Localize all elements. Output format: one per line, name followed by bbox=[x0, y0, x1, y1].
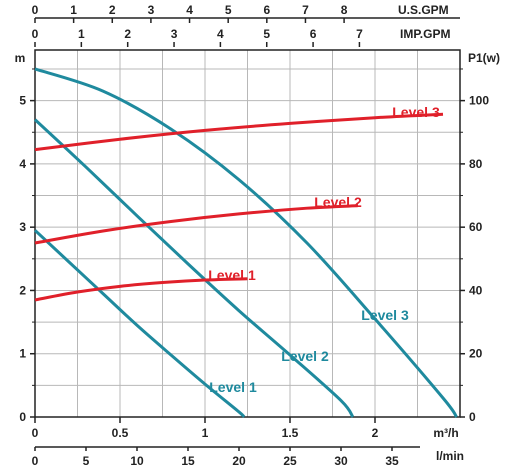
power-curve-label-level-3: Level 3 bbox=[392, 104, 440, 120]
impgpm-tick-label: 1 bbox=[78, 27, 85, 41]
lmin-tick-label: 0 bbox=[32, 454, 39, 468]
head-tick-label: 0 bbox=[19, 410, 26, 424]
power-tick-label: 80 bbox=[469, 157, 483, 171]
power-tick-label: 100 bbox=[469, 94, 489, 108]
head-curve-level-3 bbox=[34, 67, 458, 418]
power-tick-label: 40 bbox=[469, 283, 483, 297]
power-curve-level-3 bbox=[34, 112, 444, 152]
head-axis-unit: m bbox=[15, 51, 26, 65]
impgpm-tick-label: 3 bbox=[171, 27, 178, 41]
head-tick-label: 1 bbox=[19, 347, 26, 361]
plot-frame bbox=[34, 49, 461, 418]
head-tick-label: 5 bbox=[19, 94, 26, 108]
head-curve-level-2 bbox=[33, 118, 355, 418]
lmin-tick-label: 35 bbox=[385, 454, 399, 468]
m3h-tick-label: 1.5 bbox=[282, 426, 299, 440]
m3h-tick-label: 2 bbox=[372, 426, 379, 440]
lmin-tick-label: 30 bbox=[334, 454, 348, 468]
head-tick-label: 2 bbox=[19, 283, 26, 297]
usgpm-tick-label: 3 bbox=[148, 3, 155, 17]
m3h-axis-unit: m³/h bbox=[433, 426, 458, 440]
head-curve-label-level-1: Level 1 bbox=[209, 379, 257, 395]
lmin-axis-unit: l/min bbox=[436, 449, 464, 463]
lmin-tick-label: 10 bbox=[130, 454, 144, 468]
usgpm-axis-unit: U.S.GPM bbox=[398, 3, 449, 17]
power-tick-label: 0 bbox=[469, 410, 476, 424]
power-tick-label: 60 bbox=[469, 220, 483, 234]
lmin-tick-label: 25 bbox=[283, 454, 297, 468]
usgpm-tick-label: 1 bbox=[70, 3, 77, 17]
usgpm-tick-label: 4 bbox=[186, 3, 193, 17]
head-curve-level-1 bbox=[33, 229, 246, 419]
power-axis-unit: P1(w) bbox=[468, 51, 500, 65]
impgpm-tick-label: 5 bbox=[263, 27, 270, 41]
usgpm-tick-label: 5 bbox=[225, 3, 232, 17]
power-tick-label: 20 bbox=[469, 347, 483, 361]
usgpm-tick-label: 0 bbox=[32, 3, 39, 17]
power-curve-label-level-1: Level 1 bbox=[208, 267, 256, 283]
m3h-tick-label: 0.5 bbox=[112, 426, 129, 440]
impgpm-tick-label: 0 bbox=[32, 27, 39, 41]
lmin-tick-label: 15 bbox=[181, 454, 195, 468]
power-curve-level-2 bbox=[34, 204, 359, 245]
impgpm-tick-label: 4 bbox=[217, 27, 224, 41]
impgpm-axis-unit: IMP.GPM bbox=[400, 27, 450, 41]
m3h-tick-label: 1 bbox=[202, 426, 209, 440]
usgpm-tick-label: 2 bbox=[109, 3, 116, 17]
usgpm-tick-label: 8 bbox=[341, 3, 348, 17]
impgpm-tick-label: 6 bbox=[310, 27, 317, 41]
lmin-tick-label: 5 bbox=[83, 454, 90, 468]
power-curve-level-1 bbox=[34, 277, 248, 302]
m3h-tick-label: 0 bbox=[32, 426, 39, 440]
impgpm-tick-label: 7 bbox=[356, 27, 363, 41]
head-curve-label-level-3: Level 3 bbox=[361, 307, 409, 323]
head-curve-label-level-2: Level 2 bbox=[281, 348, 329, 364]
impgpm-tick-label: 2 bbox=[124, 27, 131, 41]
power-curve-label-level-2: Level 2 bbox=[314, 194, 362, 210]
lmin-tick-label: 20 bbox=[232, 454, 246, 468]
head-tick-label: 4 bbox=[19, 157, 26, 171]
usgpm-tick-label: 6 bbox=[263, 3, 270, 17]
head-tick-label: 3 bbox=[19, 220, 26, 234]
usgpm-tick-label: 7 bbox=[302, 3, 309, 17]
